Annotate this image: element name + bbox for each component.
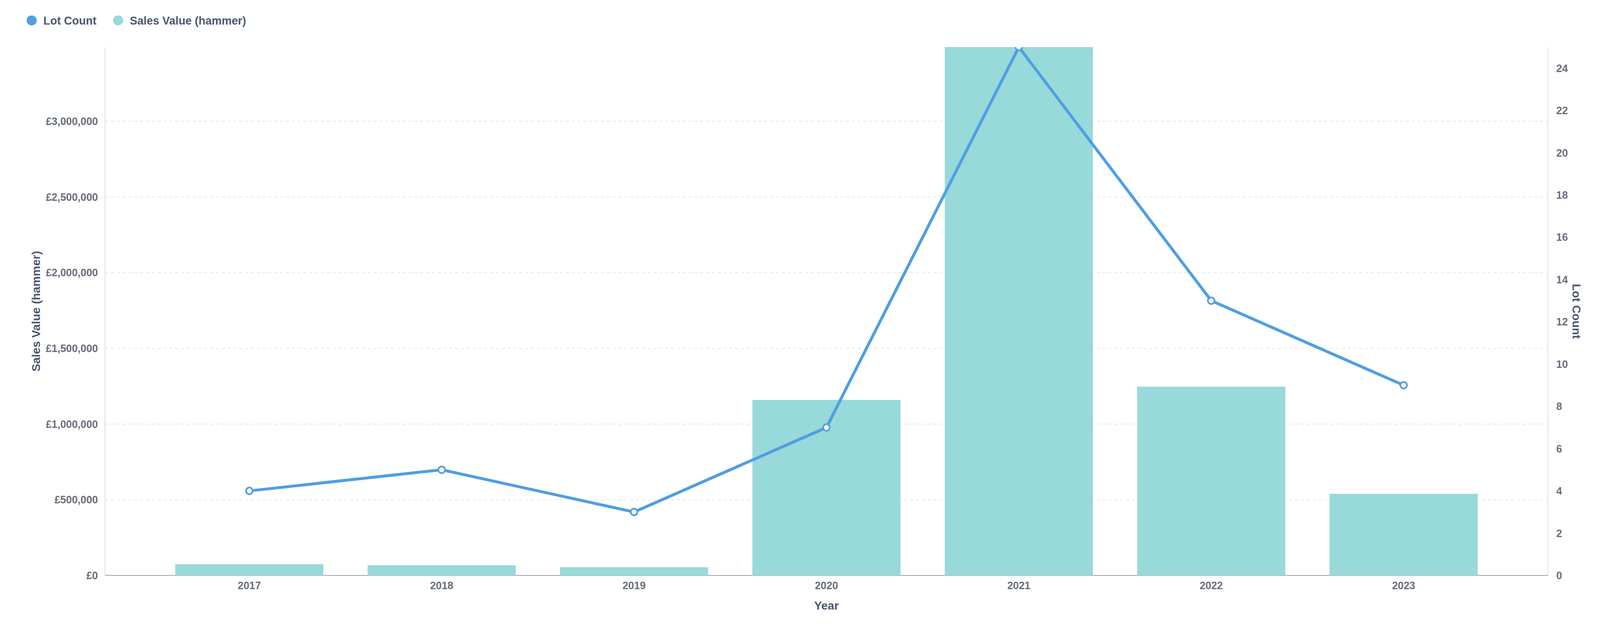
point bbox=[1015, 47, 1023, 51]
y2-tick-label: 16 bbox=[1556, 231, 1568, 243]
y2-axis-title: Lot Count bbox=[1570, 283, 1583, 339]
x-axis-title: Year bbox=[814, 599, 839, 613]
y2-axis-line bbox=[1547, 47, 1549, 576]
line bbox=[249, 47, 1404, 513]
bar bbox=[752, 400, 901, 576]
marks bbox=[175, 47, 1478, 576]
y-axis-title: Sales Value (hammer) bbox=[29, 250, 43, 372]
legend-label: Sales Value (hammer) bbox=[129, 14, 246, 28]
y2-tick-label: 20 bbox=[1556, 147, 1568, 159]
point bbox=[823, 424, 830, 431]
x-tick-label: 2021 bbox=[1007, 579, 1031, 592]
grid-line bbox=[105, 272, 1548, 273]
y2-tick-label: 18 bbox=[1556, 189, 1568, 201]
grid-line bbox=[105, 120, 1548, 122]
bar bbox=[944, 47, 1093, 576]
legend: Lot Count Sales Value (hammer) bbox=[26, 14, 247, 28]
y2-tick-label: 14 bbox=[1556, 273, 1568, 286]
legend-label: Lot Count bbox=[43, 14, 97, 28]
point bbox=[630, 508, 638, 516]
y2-tick-label: 0 bbox=[1556, 569, 1563, 582]
bar bbox=[1137, 386, 1286, 576]
chart: £0 £500,000 £1,000,000 £1,500,000 £2,000,000… bbox=[0, 0, 1600, 630]
y2-tick-label: 6 bbox=[1556, 442, 1563, 455]
bar bbox=[1329, 493, 1478, 576]
x-tick-label: 2017 bbox=[237, 579, 261, 592]
y2-tick-label: 10 bbox=[1556, 358, 1568, 370]
legend-swatch bbox=[26, 15, 37, 26]
y-tick-label: £500,000 bbox=[54, 493, 98, 506]
bar bbox=[560, 567, 709, 576]
y2-tick-label: 22 bbox=[1556, 104, 1568, 117]
x-tick-label: 2020 bbox=[815, 579, 839, 592]
point bbox=[438, 466, 445, 473]
legend-swatch bbox=[112, 15, 123, 26]
y-tick-label: £1,000,000 bbox=[45, 418, 98, 430]
y-tick-label: £0 bbox=[86, 569, 98, 582]
y-tick-label: £3,000,000 bbox=[45, 115, 98, 128]
y-tick-label: £2,000,000 bbox=[45, 266, 98, 279]
y2-tick-label: 24 bbox=[1556, 62, 1568, 75]
x-tick-label: 2018 bbox=[430, 579, 454, 592]
y-axis-line bbox=[104, 47, 106, 576]
grid-line bbox=[105, 347, 1548, 349]
point bbox=[1400, 382, 1408, 389]
bar bbox=[367, 565, 516, 576]
point bbox=[1207, 297, 1215, 305]
y2-tick-label: 12 bbox=[1556, 315, 1568, 328]
point bbox=[245, 487, 253, 495]
y2-tick-label: 2 bbox=[1556, 527, 1563, 540]
y-tick-label: £2,500,000 bbox=[45, 191, 98, 203]
y2-tick-label: 8 bbox=[1556, 400, 1563, 413]
x-tick-label: 2022 bbox=[1199, 579, 1223, 592]
x-tick-label: 2023 bbox=[1392, 579, 1416, 592]
y-tick-label: £1,500,000 bbox=[45, 342, 98, 355]
y2-tick-label: 4 bbox=[1556, 485, 1563, 497]
bar bbox=[175, 564, 324, 576]
x-tick-label: 2019 bbox=[622, 579, 646, 592]
grid-line bbox=[105, 196, 1548, 198]
